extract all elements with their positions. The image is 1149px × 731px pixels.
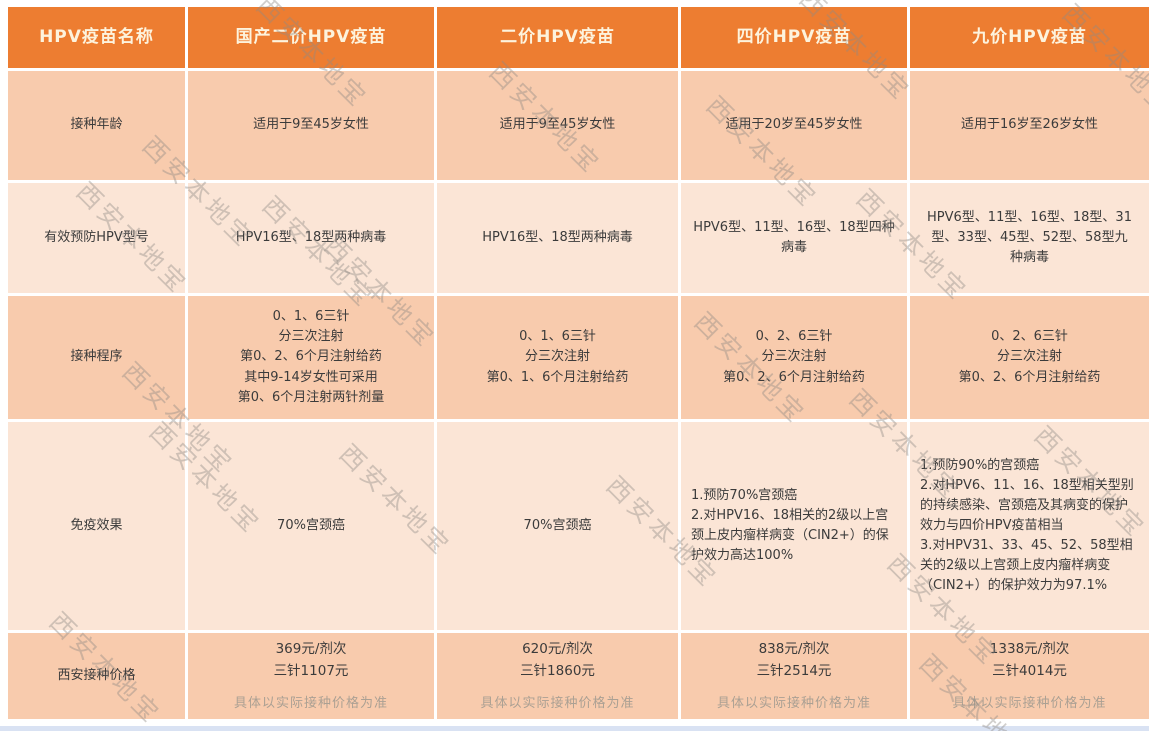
cell-schedule-quadrivalent: 0、2、6三针 分三次注射 第0、2、6个月注射给药 — [681, 296, 907, 419]
header-vaccine-name: HPV疫苗名称 — [8, 7, 185, 68]
cell-types-domestic-bivalent: HPV16型、18型两种病毒 — [188, 183, 434, 293]
row-label-efficacy: 免疫效果 — [8, 422, 185, 630]
hpv-vaccine-table: HPV疫苗名称 国产二价HPV疫苗 二价HPV疫苗 四价HPV疫苗 九价HPV疫… — [8, 7, 1149, 719]
header-ninevalent: 九价HPV疫苗 — [910, 7, 1149, 68]
header-bivalent: 二价HPV疫苗 — [437, 7, 678, 68]
cell-age-quadrivalent: 适用于20岁至45岁女性 — [681, 71, 907, 180]
cell-efficacy-quadrivalent: 1.预防70%宫颈癌 2.对HPV16、18相关的2级以上宫颈上皮内瘤样病变（C… — [681, 422, 907, 630]
cell-age-domestic-bivalent: 适用于9至45岁女性 — [188, 71, 434, 180]
cell-price-ninevalent: 1338元/剂次 三针4014元 具体以实际接种价格为准 — [910, 633, 1149, 719]
cell-efficacy-ninevalent: 1.预防90%的宫颈癌 2.对HPV6、11、16、18型相关型别的持续感染、宫… — [910, 422, 1149, 630]
price-value: 620元/剂次 三针1860元 — [520, 641, 595, 680]
cell-price-bivalent: 620元/剂次 三针1860元 具体以实际接种价格为准 — [437, 633, 678, 719]
price-value: 1338元/剂次 三针4014元 — [989, 641, 1070, 680]
row-label-price: 西安接种价格 — [8, 633, 185, 719]
price-value: 369元/剂次 三针1107元 — [273, 641, 349, 680]
row-label-schedule: 接种程序 — [8, 296, 185, 419]
cell-schedule-domestic-bivalent: 0、1、6三针 分三次注射 第0、2、6个月注射给药 其中9-14岁女性可采用 … — [188, 296, 434, 419]
cell-types-bivalent: HPV16型、18型两种病毒 — [437, 183, 678, 293]
row-label-age: 接种年龄 — [8, 71, 185, 180]
cell-types-ninevalent: HPV6型、11型、16型、18型、31 型、33型、45型、52型、58型九 … — [910, 183, 1149, 293]
price-disclaimer: 具体以实际接种价格为准 — [233, 695, 388, 711]
price-disclaimer: 具体以实际接种价格为准 — [716, 695, 871, 711]
cell-schedule-ninevalent: 0、2、6三针 分三次注射 第0、2、6个月注射给药 — [910, 296, 1149, 419]
header-quadrivalent: 四价HPV疫苗 — [681, 7, 907, 68]
cell-schedule-bivalent: 0、1、6三针 分三次注射 第0、1、6个月注射给药 — [437, 296, 678, 419]
cell-age-bivalent: 适用于9至45岁女性 — [437, 71, 678, 180]
price-value: 838元/剂次 三针2514元 — [756, 641, 832, 680]
cell-age-ninevalent: 适用于16岁至26岁女性 — [910, 71, 1149, 180]
bottom-divider — [0, 726, 1149, 731]
cell-types-quadrivalent: HPV6型、11型、16型、18型四种 病毒 — [681, 183, 907, 293]
price-disclaimer: 具体以实际接种价格为准 — [480, 695, 635, 711]
cell-efficacy-domestic-bivalent: 70%宫颈癌 — [188, 422, 434, 630]
price-disclaimer: 具体以实际接种价格为准 — [952, 695, 1107, 711]
header-domestic-bivalent: 国产二价HPV疫苗 — [188, 7, 434, 68]
cell-price-domestic-bivalent: 369元/剂次 三针1107元 具体以实际接种价格为准 — [188, 633, 434, 719]
cell-efficacy-bivalent: 70%宫颈癌 — [437, 422, 678, 630]
row-label-types: 有效预防HPV型号 — [8, 183, 185, 293]
cell-price-quadrivalent: 838元/剂次 三针2514元 具体以实际接种价格为准 — [681, 633, 907, 719]
